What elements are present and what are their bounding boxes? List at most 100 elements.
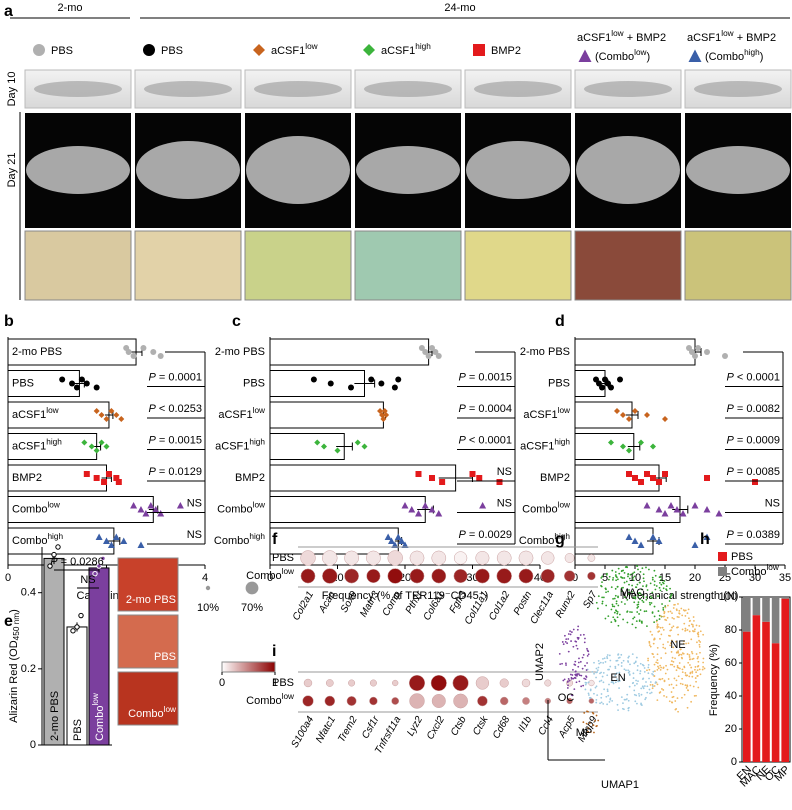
data-point — [620, 443, 626, 450]
umap-cell — [595, 714, 598, 717]
umap-cell — [592, 724, 595, 727]
umap-cell — [660, 633, 663, 636]
umap-cell — [618, 687, 620, 689]
data-point — [408, 506, 416, 513]
umap-cell — [670, 593, 673, 595]
row-label: Day 21 — [6, 153, 18, 188]
umap-cell — [628, 583, 630, 586]
data-point — [469, 471, 476, 477]
panel-letter: i — [272, 643, 276, 660]
umap-cell — [645, 696, 647, 699]
umap-cell — [584, 664, 586, 667]
umap-cell — [635, 694, 638, 697]
umap-cell — [603, 657, 606, 660]
umap-cell — [653, 638, 656, 640]
umap-cell — [690, 638, 693, 641]
umap-cell — [691, 675, 694, 678]
umap-cell — [574, 670, 577, 673]
image-label: Combolow — [128, 705, 176, 720]
data-point — [112, 533, 120, 540]
umap-cell — [594, 686, 597, 689]
x-tick-label: 20 — [689, 572, 701, 584]
umap-cell — [637, 594, 640, 597]
data-point — [398, 537, 406, 544]
umap-cell — [681, 657, 684, 660]
p-value: P < 0.0253 — [148, 403, 202, 415]
xray-bone — [474, 81, 562, 97]
umap-cell — [653, 685, 656, 687]
umap-cell — [610, 681, 613, 684]
umap-cell — [629, 663, 631, 666]
umap-cell — [633, 684, 636, 687]
umap-cell — [636, 665, 639, 667]
umap-cell — [589, 696, 592, 699]
umap-cell — [681, 628, 684, 631]
p-value: P = 0.0004 — [458, 403, 512, 415]
data-point — [70, 628, 76, 634]
category-label: 2-mo PBS — [12, 346, 62, 358]
umap-cell — [587, 727, 590, 730]
dot — [588, 679, 595, 687]
data-point — [361, 443, 368, 450]
umap-cell — [606, 703, 609, 706]
umap-cell — [675, 651, 678, 654]
microct-callus — [26, 146, 130, 194]
bar — [269, 464, 457, 492]
category-label: BMP2 — [12, 472, 42, 484]
umap-cell — [669, 635, 671, 637]
data-point — [83, 471, 90, 477]
microct-callus — [356, 146, 460, 194]
umap-cell — [672, 625, 675, 628]
gene-label: Trem2 — [336, 714, 360, 744]
data-point — [673, 506, 681, 513]
data-point — [704, 475, 710, 481]
umap-cell — [661, 603, 663, 605]
category-label: Combohigh — [12, 532, 63, 547]
umap-cell — [582, 684, 585, 687]
xray-bone — [694, 81, 782, 97]
umap-cell — [621, 569, 623, 572]
umap-cell — [646, 691, 649, 694]
xray-bone — [254, 81, 342, 97]
umap-cell — [637, 592, 639, 595]
umap-cell — [638, 591, 641, 594]
data-point — [667, 502, 675, 509]
bar — [7, 433, 98, 460]
panel-letter: g — [555, 531, 565, 548]
umap-cell — [695, 624, 698, 627]
umap-cell — [618, 671, 621, 674]
umap-cell — [634, 597, 637, 600]
category-label: 2-mo PBS — [215, 346, 265, 358]
umap-cell — [673, 603, 675, 606]
umap-cell — [574, 660, 577, 663]
dot — [387, 550, 403, 566]
umap-cell — [649, 595, 652, 598]
xray-bone — [144, 81, 232, 97]
umap-cell — [686, 685, 689, 688]
umap-cell — [702, 666, 704, 668]
umap-cell — [666, 668, 669, 671]
umap-cell — [574, 640, 577, 643]
data-point — [81, 439, 88, 446]
umap-cell — [656, 623, 659, 626]
colorbar-label: 1 — [272, 677, 278, 689]
data-point — [401, 541, 409, 548]
umap-cell — [623, 677, 626, 680]
umap-cell — [648, 642, 651, 644]
umap-cell — [645, 596, 648, 598]
umap-cell — [585, 722, 588, 725]
bar — [7, 338, 137, 366]
umap-cell — [617, 663, 620, 666]
column-icon — [578, 49, 592, 62]
image-label: PBS — [154, 651, 176, 663]
histology-image — [244, 230, 352, 301]
umap-cell — [612, 597, 614, 600]
dot — [391, 697, 400, 705]
umap-cell — [643, 610, 646, 613]
umap-cell — [653, 621, 656, 624]
data-point — [103, 443, 110, 450]
xray-bone — [584, 81, 672, 97]
umap-cell — [656, 683, 659, 686]
umap-cell — [662, 643, 665, 646]
umap-cell — [689, 619, 691, 622]
